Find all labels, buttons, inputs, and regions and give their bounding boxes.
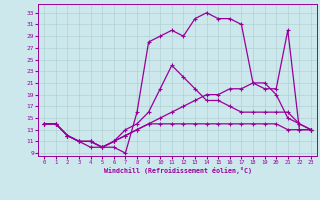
X-axis label: Windchill (Refroidissement éolien,°C): Windchill (Refroidissement éolien,°C) (104, 167, 252, 174)
